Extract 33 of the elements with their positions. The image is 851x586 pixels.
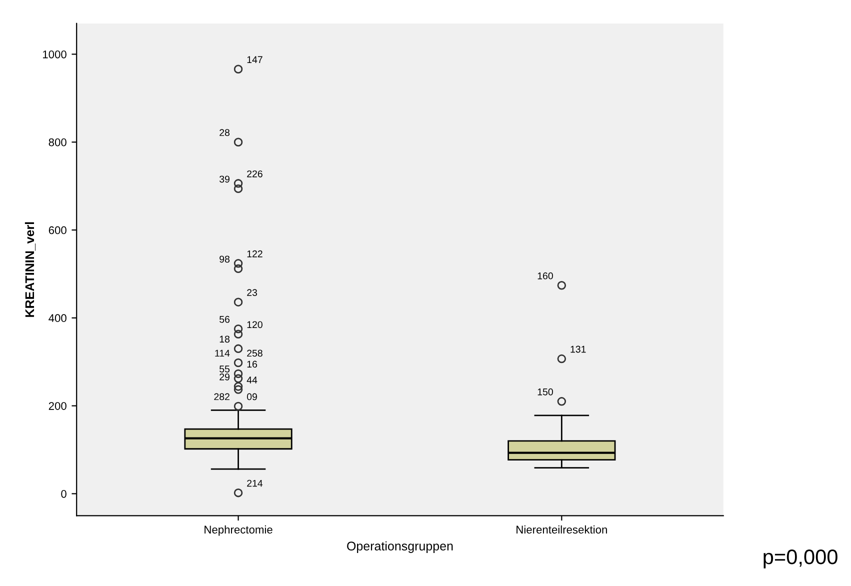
annotation: 131 <box>570 346 586 353</box>
y-tick-label: 1000 <box>43 50 66 58</box>
annotation: 28 <box>220 129 230 136</box>
annotation: 98 <box>220 256 230 263</box>
y-tick-label: 800 <box>48 138 66 146</box>
annotation: 282 <box>214 393 230 400</box>
annotation: 39 <box>220 176 230 183</box>
y-axis-title: KREATININ_verl <box>24 222 36 317</box>
y-tick-label: 600 <box>48 226 66 234</box>
annotation: 258 <box>247 350 262 357</box>
annotation: 226 <box>247 170 262 178</box>
y-tick-label: 400 <box>48 314 66 322</box>
annotation: 18 <box>220 336 230 343</box>
annotation: 29 <box>220 373 230 380</box>
annotation: 150 <box>538 388 553 396</box>
x-tick-label: Nierenteilresektion <box>516 525 607 534</box>
y-tick-label: 0 <box>61 490 66 498</box>
annotation: 16 <box>247 360 257 368</box>
annotation: 23 <box>247 289 257 296</box>
annotation: 214 <box>247 480 263 487</box>
y-tick-label: 200 <box>48 402 66 410</box>
annotation: 122 <box>247 250 262 258</box>
annotation: 44 <box>246 376 258 384</box>
x-axis-title: Operationsgruppen <box>347 541 453 553</box>
annotation: 56 <box>220 316 230 323</box>
annotation: 160 <box>538 272 553 280</box>
annotation: 55 <box>220 366 230 372</box>
text: p=0,000 <box>764 550 838 568</box>
x-tick-label: Nephrectomie <box>204 525 272 536</box>
annotation: 120 <box>247 321 262 328</box>
annotation: 147 <box>247 56 262 63</box>
annotation: 09 <box>246 393 257 400</box>
annotation: 114 <box>215 350 230 357</box>
